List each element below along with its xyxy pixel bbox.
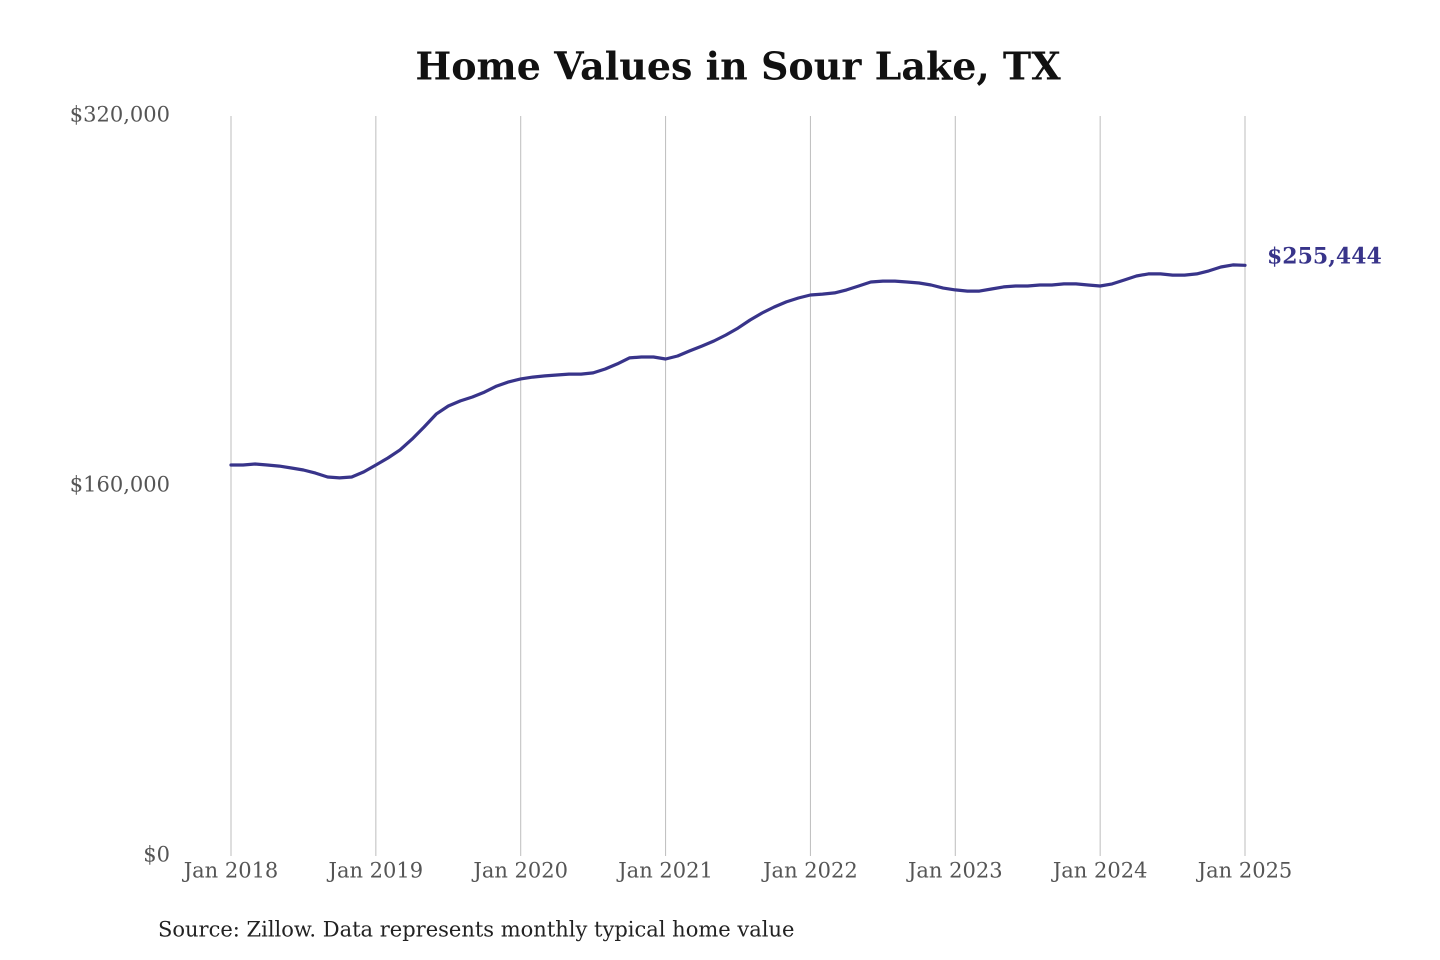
y-tick-label: $0: [143, 843, 170, 867]
x-tick-label: Jan 2024: [1051, 859, 1148, 883]
chart-title: Home Values in Sour Lake, TX: [415, 44, 1061, 89]
x-tick-label: Jan 2021: [616, 859, 713, 883]
x-tick-label: Jan 2022: [761, 859, 858, 883]
x-tick-label: Jan 2020: [471, 859, 568, 883]
x-tick-label: Jan 2019: [327, 859, 424, 883]
y-tick-label: $320,000: [70, 103, 170, 127]
source-note: Source: Zillow. Data represents monthly …: [158, 918, 794, 942]
value-label: $255,444: [1267, 243, 1382, 269]
x-tick-label: Jan 2023: [906, 859, 1003, 883]
y-tick-label: $160,000: [70, 473, 170, 497]
x-tick-label: Jan 2018: [182, 859, 279, 883]
x-tick-label: Jan 2025: [1196, 859, 1293, 883]
line: [229, 263, 1247, 480]
